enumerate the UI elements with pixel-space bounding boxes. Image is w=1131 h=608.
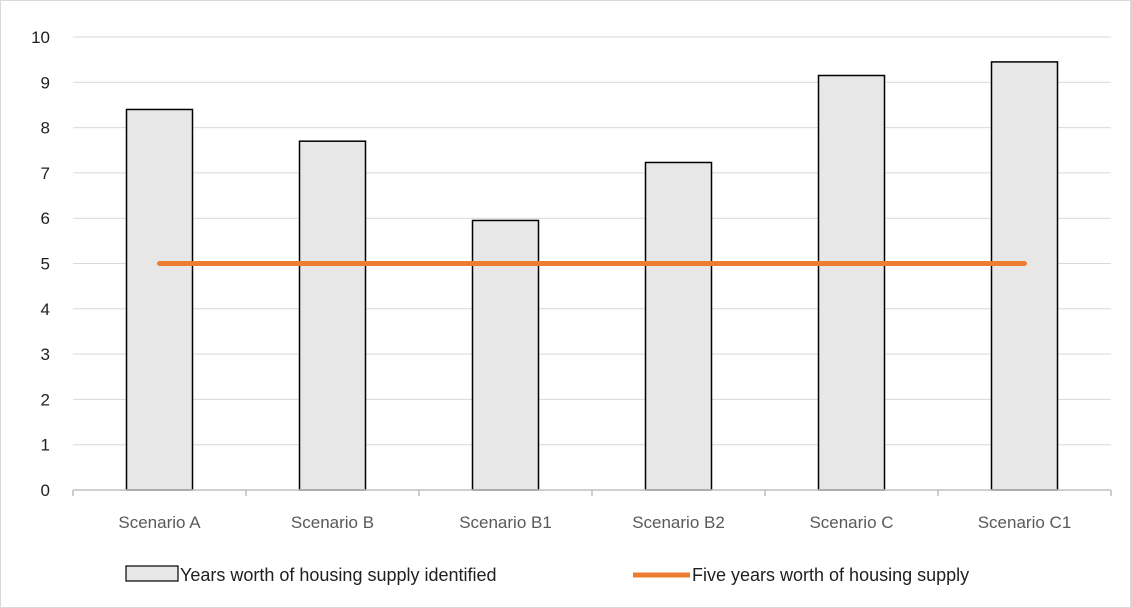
bar [990,61,1059,491]
y-tick-label: 4 [41,300,50,319]
y-tick-label: 3 [41,345,50,364]
y-tick-label: 5 [41,255,50,274]
x-category-label: Scenario B2 [632,513,725,532]
legend: Years worth of housing supply identified… [125,565,969,585]
y-tick-label: 8 [41,119,50,138]
y-tick-label: 9 [41,73,50,92]
legend-label: Years worth of housing supply identified [180,565,497,585]
x-category-label: Scenario C [809,513,893,532]
y-tick-label: 2 [41,390,50,409]
y-tick-label: 10 [31,28,50,47]
x-category-label: Scenario B1 [459,513,552,532]
y-tick-label: 0 [41,481,50,500]
gridlines [73,36,1111,446]
bar [644,161,713,491]
x-category-label: Scenario C1 [978,513,1072,532]
x-category-label: Scenario A [118,513,201,532]
x-axis: Scenario A Scenario B Scenario B1 Scenario … [72,489,1112,532]
bars [125,61,1059,491]
bar [298,140,367,491]
legend-label: Five years worth of housing supply [692,565,969,585]
y-tick-label: 6 [41,209,50,228]
y-axis-ticks: 0 1 2 3 4 5 6 7 8 9 10 [31,28,50,500]
legend-swatch-bar [125,565,179,582]
bar [817,74,886,491]
y-tick-label: 7 [41,164,50,183]
x-category-label: Scenario B [291,513,374,532]
bar [125,108,194,491]
bar [471,219,540,491]
y-tick-label: 1 [41,436,50,455]
